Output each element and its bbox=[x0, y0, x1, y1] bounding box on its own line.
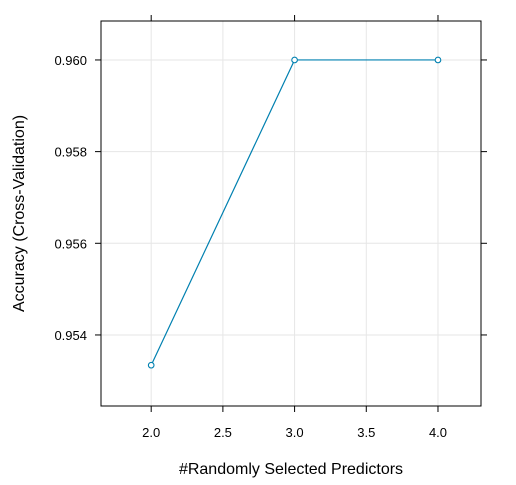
series-layer bbox=[147, 56, 442, 369]
axis-ticks: 2.0 2.5 3.0 3.5 4.0 0.954 0.956 0.958 0.960 bbox=[54, 15, 487, 440]
x-tick-label: 4.0 bbox=[429, 425, 447, 440]
y-tick-label: 0.956 bbox=[54, 236, 87, 251]
y-tick-label: 0.960 bbox=[54, 53, 87, 68]
y-axis-title: Accuracy (Cross-Validation) bbox=[11, 115, 28, 312]
x-tick-label: 3.0 bbox=[286, 425, 304, 440]
plot-frame bbox=[100, 20, 482, 407]
x-axis-title: #Randomly Selected Predictors bbox=[179, 461, 403, 478]
y-tick-label: 0.958 bbox=[54, 145, 87, 160]
data-point bbox=[434, 56, 442, 64]
x-tick-label: 3.5 bbox=[357, 425, 375, 440]
x-tick-label: 2.5 bbox=[214, 425, 232, 440]
data-point bbox=[147, 361, 155, 369]
grid-lines bbox=[101, 21, 481, 406]
data-point bbox=[291, 56, 298, 64]
x-tick-label: 2.0 bbox=[142, 425, 160, 440]
y-tick-label: 0.954 bbox=[54, 328, 87, 343]
